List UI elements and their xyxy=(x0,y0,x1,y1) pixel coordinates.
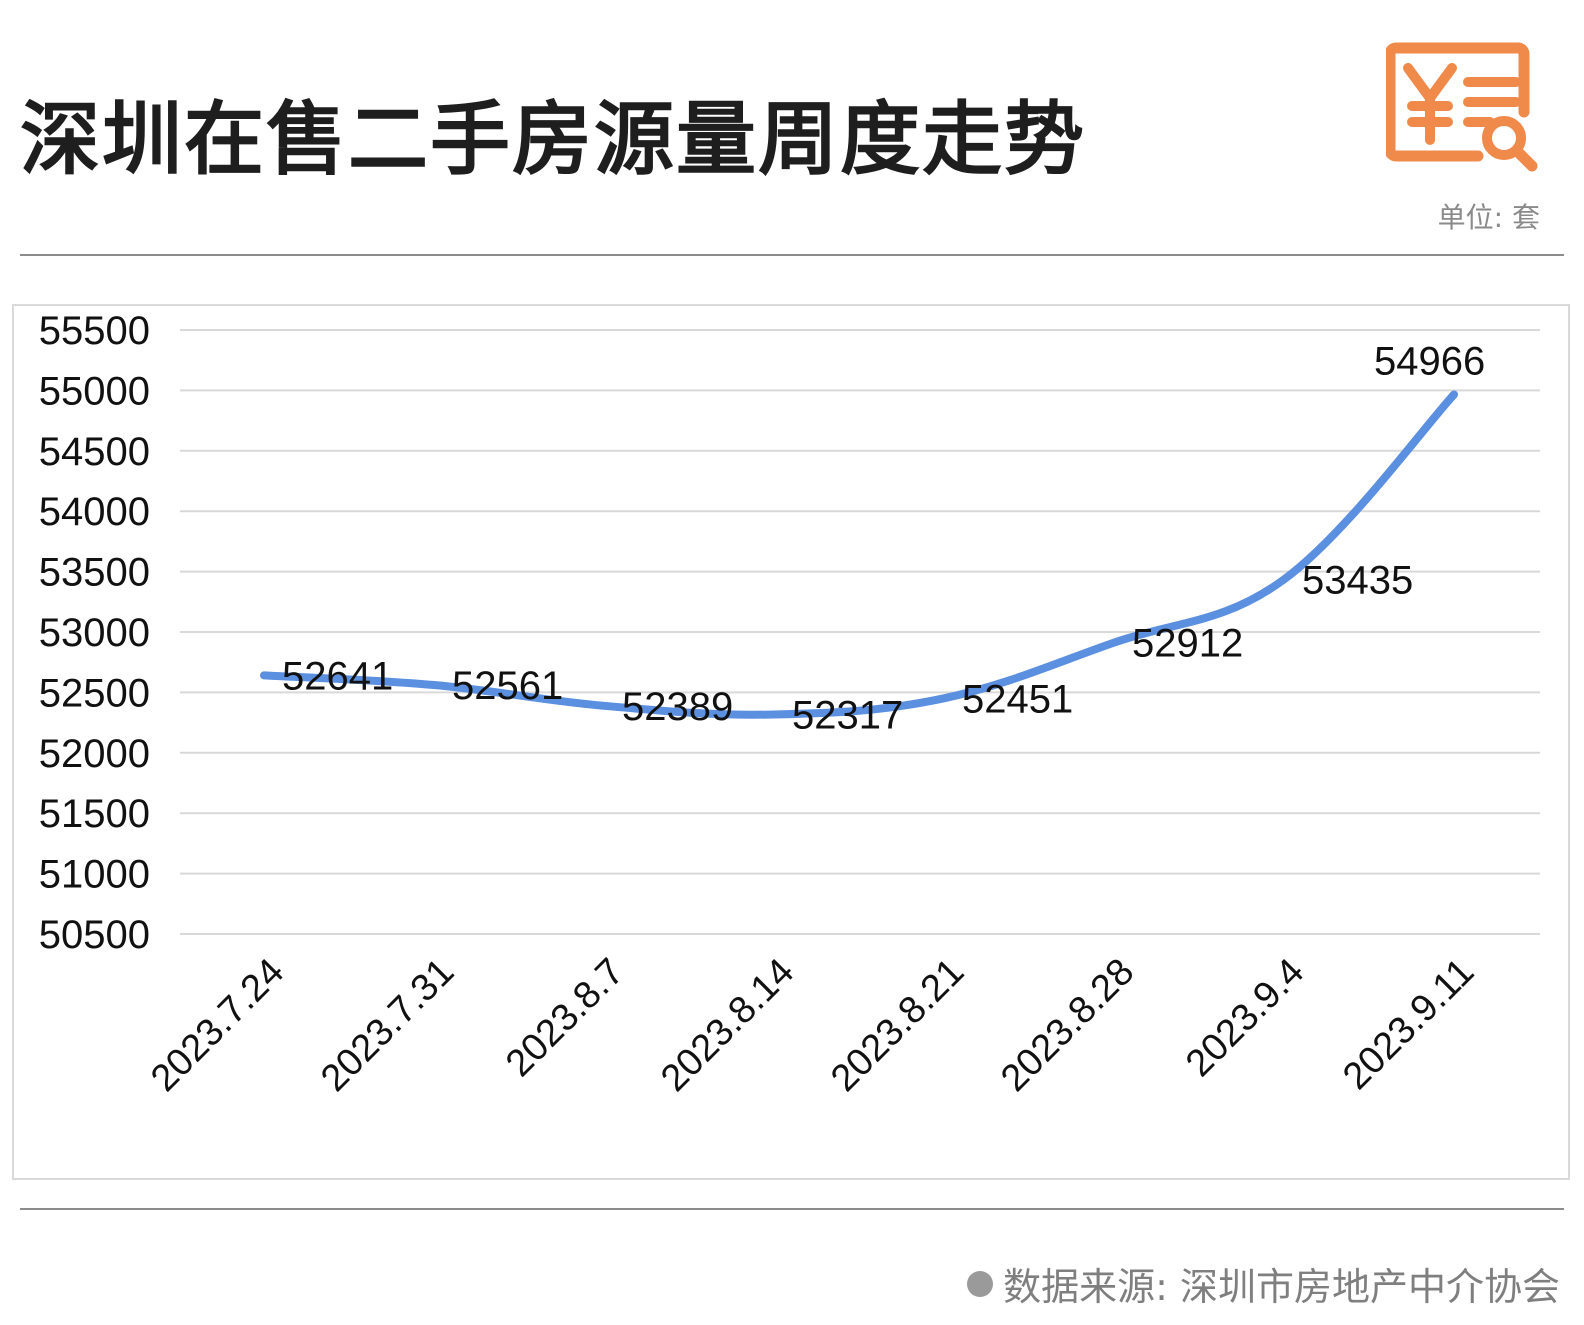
header-divider xyxy=(20,254,1564,256)
data-label: 53435 xyxy=(1302,558,1413,602)
y-tick-label: 53000 xyxy=(39,611,150,655)
x-tick-label: 2023.9.4 xyxy=(1178,951,1312,1085)
data-label: 52317 xyxy=(792,694,903,738)
y-tick-label: 52000 xyxy=(39,732,150,776)
data-label: 52641 xyxy=(282,654,393,698)
data-label: 52561 xyxy=(452,664,563,708)
y-tick-label: 51500 xyxy=(39,792,150,836)
x-tick-label: 2023.8.7 xyxy=(498,951,632,1085)
footer-divider xyxy=(20,1208,1564,1210)
price-receipt-logo-icon xyxy=(1386,42,1538,172)
y-tick-label: 50500 xyxy=(39,913,150,957)
data-label: 52389 xyxy=(622,685,733,729)
y-tick-label: 54500 xyxy=(39,430,150,474)
chart-title: 深圳在售二手房源量周度走势 xyxy=(20,93,1086,186)
x-tick-label: 2023.8.28 xyxy=(993,951,1142,1100)
x-tick-label: 2023.7.31 xyxy=(313,951,462,1100)
y-tick-label: 54000 xyxy=(39,490,150,534)
data-label: 54966 xyxy=(1374,340,1485,384)
source-text: 数据来源: 深圳市房地产中介协会 xyxy=(1003,1265,1560,1309)
data-label: 52451 xyxy=(962,677,1073,721)
x-tick-label: 2023.7.24 xyxy=(143,951,292,1100)
chart-area: 55500 55000 54500 54000 53500 53000 52500 52000… xyxy=(12,304,1570,1180)
y-tick-label: 53500 xyxy=(39,551,150,595)
x-tick-label: 2023.8.21 xyxy=(823,951,972,1100)
x-tick-label: 2023.9.11 xyxy=(1335,951,1482,1098)
unit-label: 单位: 套 xyxy=(1437,201,1540,234)
y-tick-label: 52500 xyxy=(39,671,150,715)
y-tick-label: 55500 xyxy=(39,309,150,353)
data-label: 52912 xyxy=(1132,622,1243,666)
source-note: 数据来源: 深圳市房地产中介协会 xyxy=(967,1256,1560,1311)
x-tick-label: 2023.8.14 xyxy=(653,951,802,1100)
bullet-icon xyxy=(967,1270,994,1297)
y-tick-label: 51000 xyxy=(39,853,150,897)
series-line xyxy=(260,390,1458,719)
line-chart: 55500 55000 54500 54000 53500 53000 52500 52000… xyxy=(39,309,1540,1100)
y-tick-label: 55000 xyxy=(39,369,150,413)
